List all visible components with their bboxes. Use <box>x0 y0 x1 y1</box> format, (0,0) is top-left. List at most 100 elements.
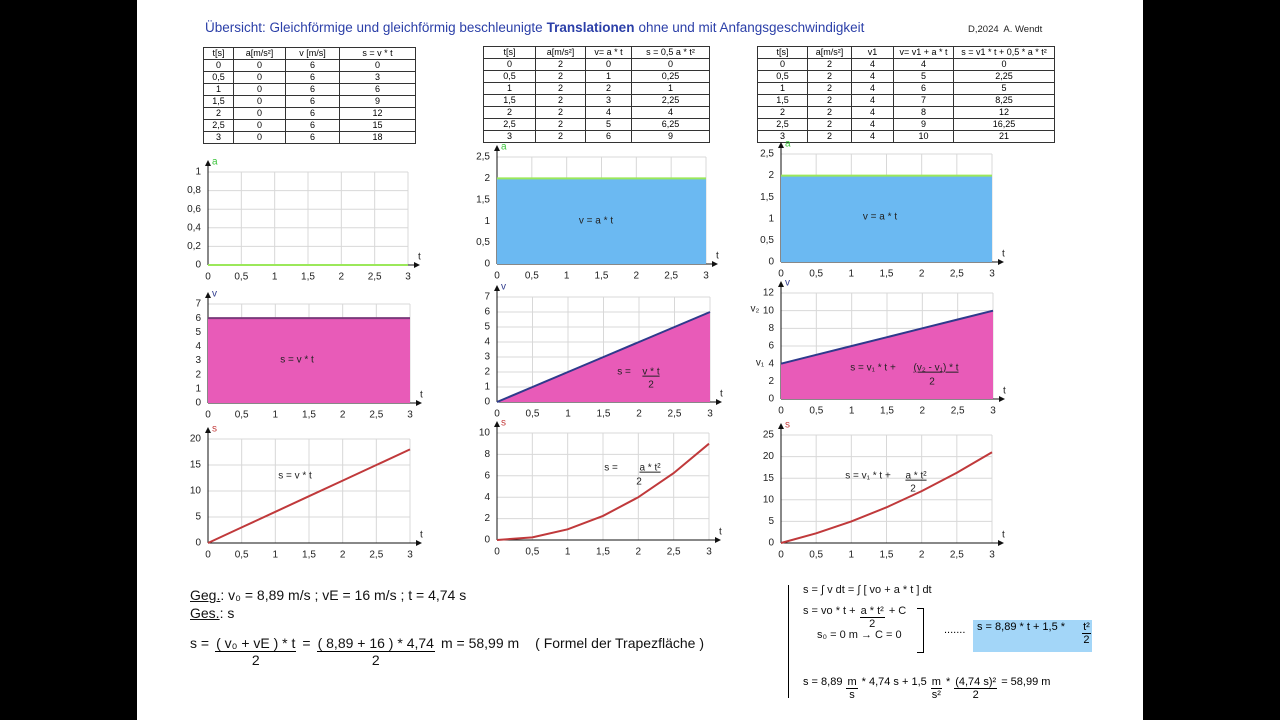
y-tick-label: 2,5 <box>760 149 774 160</box>
y-tick-label: 6 <box>768 341 774 352</box>
y-tick-label: 4 <box>195 341 201 352</box>
annotation: v = a * t <box>579 216 613 227</box>
numerator: ( 8,89 + 16 ) * 4,74 <box>316 635 435 652</box>
x-tick-label: 2 <box>634 271 640 282</box>
formula-part: = 58,99 m <box>1001 676 1051 688</box>
formula-part: = <box>302 635 311 651</box>
x-tick-label: 0 <box>205 410 211 421</box>
x-tick-label: 3 <box>706 547 712 558</box>
x-tick-label: 2,5 <box>667 547 681 558</box>
x-tick-label: 3 <box>405 272 411 283</box>
y-tick-label: 2 <box>484 367 490 378</box>
y-tick-label: 5 <box>195 512 201 523</box>
x-tick-label: 1,5 <box>880 550 894 561</box>
y-tick-label: 0 <box>768 257 774 268</box>
arrow <box>494 421 500 427</box>
y-axis-label: v <box>501 282 506 293</box>
derivation: s = ∫ v dt = ∫ [ vo + a * t ] dt s = vo … <box>803 584 932 641</box>
formula-part: m = 58,99 m <box>440 635 520 651</box>
x-tick-label: 2 <box>919 550 925 561</box>
y-tick-label: 1,5 <box>760 192 774 203</box>
y-tick-label: 1 <box>768 213 774 224</box>
formula-part: + C <box>888 605 907 617</box>
y-axis-label: s <box>785 420 790 431</box>
y-tick-label: 0 <box>195 260 201 271</box>
given-label: Geg. <box>190 587 221 603</box>
x-tick-label: 2,5 <box>369 550 383 561</box>
y-tick-label: 0 <box>195 538 201 549</box>
table: t[s] a[m/s²] v [m/s] s = v * t 0 0 6 0 0,5 0 6 3 1 0 6… <box>203 47 416 144</box>
annotation: s = <box>604 463 618 474</box>
y-tick-label: 2 <box>484 513 490 524</box>
y-tick-label: 1 <box>484 382 490 393</box>
y-tick-label: 12 <box>763 288 775 299</box>
cell: 21 <box>953 130 1055 143</box>
x-tick-label: 1 <box>273 410 279 421</box>
x-tick-label: 0,5 <box>525 547 539 558</box>
y-tick-label: 0,5 <box>476 237 490 248</box>
x-tick-label: 2 <box>339 272 345 283</box>
arrow <box>998 540 1004 546</box>
x-tick-label: 2 <box>340 550 346 561</box>
title-bold: Translationen <box>546 20 635 35</box>
data-table: t[s] a[m/s²] v [m/s] s = v * t 0 0 6 0 0,5 0 6 3 1 0 6… <box>203 47 416 144</box>
annotation: a * t² <box>905 471 927 482</box>
x-tick-label: 0 <box>494 271 500 282</box>
area <box>497 178 706 264</box>
formula-part: s = <box>190 635 210 651</box>
numerator: (4,74 s)² <box>954 676 998 689</box>
denominator: 2 <box>1083 634 1090 646</box>
arrow <box>778 281 784 287</box>
y-tick-label: 10 <box>763 305 775 316</box>
result: s = 8,89 * t + 1,5 * t² 2 <box>977 621 1091 646</box>
x-tick-label: 0 <box>205 272 211 283</box>
x-tick-label: 3 <box>989 550 995 561</box>
formula-part: * <box>945 676 951 688</box>
y-tick-label: 5 <box>768 516 774 527</box>
x-tick-label: 0,5 <box>809 550 823 561</box>
annotation: 2 <box>636 477 642 488</box>
annotation: 2 <box>929 377 935 388</box>
y-tick-label: 0,5 <box>760 235 774 246</box>
arrow <box>494 285 500 291</box>
formula-part: s = 8,89 * t + 1,5 * <box>977 621 1066 633</box>
y-tick-label: 0,6 <box>187 204 201 215</box>
arrow <box>999 396 1005 402</box>
y-tick-label: 1 <box>195 167 201 178</box>
x-axis-label: t <box>1003 386 1006 397</box>
author: D,2024 A. Wendt <box>968 24 1043 35</box>
y-tick-label: 2 <box>768 170 774 181</box>
x-tick-label: 1,5 <box>597 409 611 420</box>
arrow <box>715 537 721 543</box>
task: Geg.: v₀ = 8,89 m/s ; vE = 16 m/s ; t = … <box>190 587 704 668</box>
y-tick-label: 10 <box>190 486 202 497</box>
annotation: s = v₁ * t + <box>850 363 896 374</box>
arrow <box>205 427 211 433</box>
annotation: a * t² <box>639 463 661 474</box>
y-tick-label: 0 <box>484 259 490 270</box>
y-tick-label: 6 <box>484 470 490 481</box>
arrow <box>416 400 422 406</box>
x-axis-label: t <box>716 251 719 262</box>
x-tick-label: 0 <box>494 547 500 558</box>
y-axis-label: v <box>785 278 790 289</box>
x-tick-label: 1,5 <box>302 410 316 421</box>
x-tick-label: 2,5 <box>951 406 965 417</box>
x-tick-label: 0 <box>778 269 784 280</box>
y-tick-label: 15 <box>190 460 202 471</box>
x-tick-label: 0 <box>778 406 784 417</box>
y-tick-label: 8 <box>484 449 490 460</box>
x-tick-label: 2,5 <box>950 269 964 280</box>
bracket <box>917 608 924 653</box>
x-axis-label: t <box>420 530 423 541</box>
x-tick-label: 2,5 <box>668 409 682 420</box>
y-axis-label: v <box>212 289 217 300</box>
y-tick-label: 8 <box>768 323 774 334</box>
y-tick-label: 3 <box>195 355 201 366</box>
given: : v₀ = 8,89 m/s ; vE = 16 m/s ; t = 4,74… <box>220 587 467 603</box>
annotation: v * t <box>642 367 659 378</box>
numerator: t² <box>1082 621 1091 634</box>
x-tick-label: 1 <box>565 547 571 558</box>
